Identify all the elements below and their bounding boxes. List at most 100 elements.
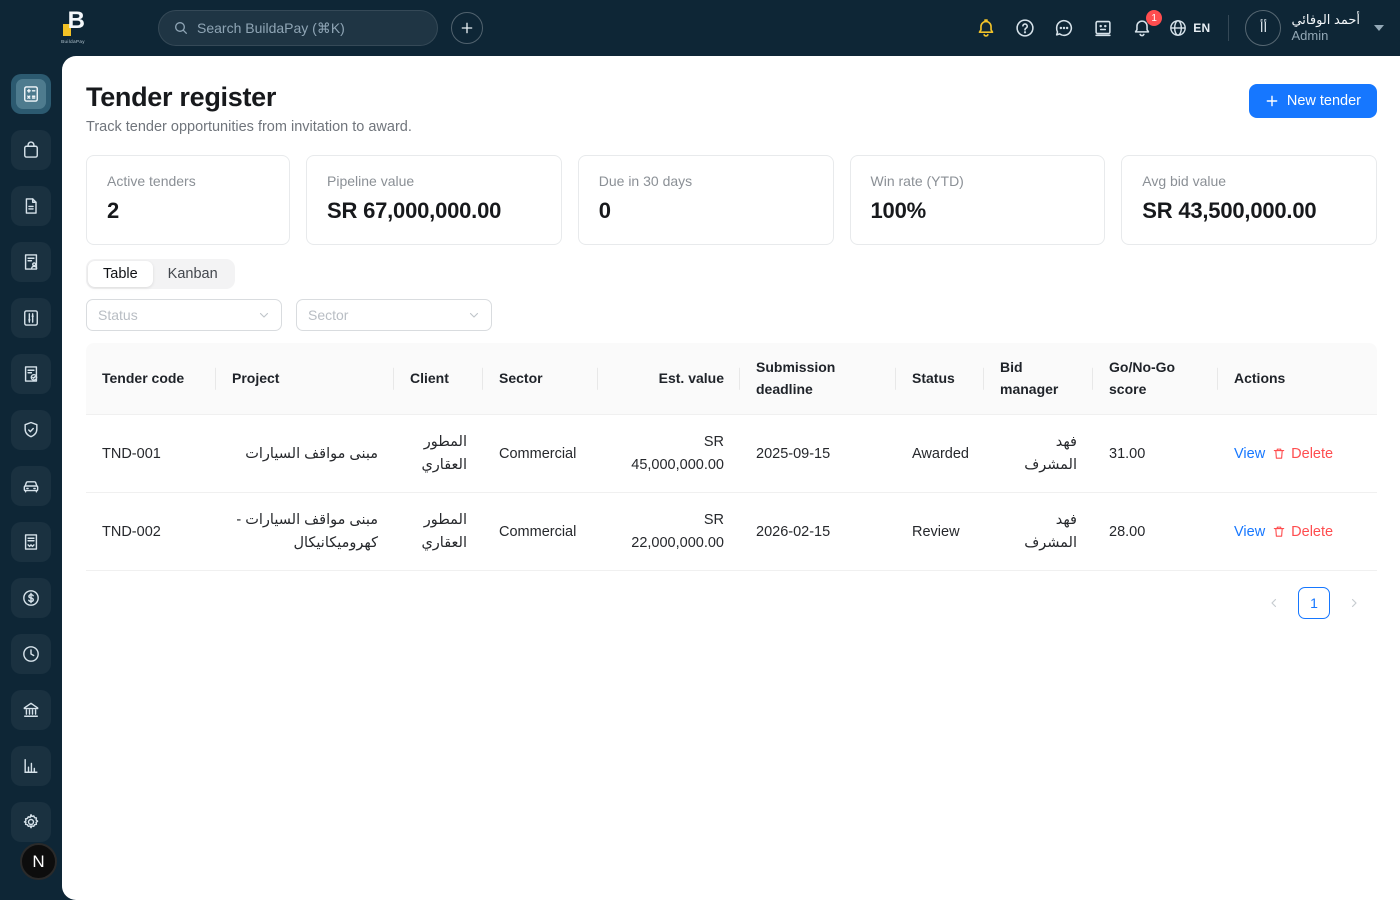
cell-client: المطور العقاري	[394, 493, 483, 571]
stat-card-active-tenders: Active tenders 2	[86, 155, 290, 245]
help-icon[interactable]	[1012, 15, 1038, 41]
new-tender-button[interactable]: New tender	[1249, 84, 1377, 118]
chevron-down-icon	[468, 309, 480, 321]
chevron-down-icon	[258, 309, 270, 321]
cell-est-value: SR 22,000,000.00	[598, 493, 740, 571]
cell-status: Review	[896, 493, 984, 571]
sidebar-item-invoices[interactable]	[11, 522, 51, 562]
sidebar-item-payments[interactable]	[11, 578, 51, 618]
stat-card-due-30-days: Due in 30 days 0	[578, 155, 834, 245]
cell-actions: View Delete	[1218, 415, 1377, 493]
col-est-value: Est. value	[598, 343, 740, 415]
pagination-prev-icon[interactable]	[1259, 588, 1289, 618]
col-go-no-go: Go/No-Go score	[1093, 343, 1218, 415]
document-icon	[21, 196, 41, 216]
table-row: TND-001 مبنى مواقف السيارات المطور العقا…	[86, 415, 1377, 493]
sidebar-item-documents[interactable]	[11, 186, 51, 226]
search-icon	[173, 20, 189, 36]
calculator-icon	[21, 84, 41, 104]
chevron-down-icon	[1374, 25, 1384, 31]
view-link[interactable]: View	[1234, 443, 1265, 465]
sidebar-item-controls[interactable]	[11, 298, 51, 338]
view-switcher: Table Kanban	[86, 259, 235, 289]
pagination: 1	[86, 587, 1377, 619]
main-content: Tender register Track tender opportuniti…	[62, 56, 1400, 900]
user-role: Admin	[1291, 28, 1360, 44]
cell-project: مبنى مواقف السيارات - كهروميكانيكال	[216, 493, 394, 571]
cell-bid-manager: فهد المشرف	[984, 493, 1093, 571]
col-sector: Sector	[483, 343, 598, 415]
bag-icon	[21, 140, 41, 160]
sidebar-item-calculator[interactable]	[11, 74, 51, 114]
clock-icon	[21, 644, 41, 664]
avatar: أأ	[1245, 10, 1281, 46]
shield-check-icon	[21, 420, 41, 440]
stat-card-win-rate: Win rate (YTD) 100%	[850, 155, 1106, 245]
sidebar: N	[0, 56, 62, 900]
user-menu[interactable]: أأ أحمد الوفائي Admin	[1245, 10, 1384, 46]
cell-deadline: 2025-09-15	[740, 415, 896, 493]
delete-action[interactable]: Delete	[1272, 443, 1333, 465]
invoice-icon	[21, 532, 41, 552]
logo-caption: BuildaPay	[61, 39, 85, 44]
view-link[interactable]: View	[1234, 521, 1265, 543]
sliders-icon	[21, 308, 41, 328]
col-submission-deadline: Submission deadline	[740, 343, 896, 415]
nextjs-dev-badge[interactable]: N	[20, 843, 57, 880]
cell-bid-manager: فهد المشرف	[984, 415, 1093, 493]
cell-deadline: 2026-02-15	[740, 493, 896, 571]
document-check-icon	[21, 364, 41, 384]
stat-card-pipeline-value: Pipeline value SR 67,000,000.00	[306, 155, 562, 245]
cell-sector: Commercial	[483, 493, 598, 571]
cell-client: المطور العقاري	[394, 415, 483, 493]
notification-bell-icon[interactable]: 1	[1129, 15, 1155, 41]
col-project: Project	[216, 343, 394, 415]
sidebar-item-settings[interactable]	[11, 802, 51, 842]
tab-kanban[interactable]: Kanban	[153, 261, 233, 287]
search-input[interactable]	[197, 20, 423, 36]
cell-score: 31.00	[1093, 415, 1218, 493]
language-switcher[interactable]: EN	[1168, 18, 1210, 38]
brand-logo[interactable]: B BuildaPay	[58, 8, 88, 48]
kiosk-icon[interactable]	[1090, 15, 1116, 41]
col-bid-manager: Bid manager	[984, 343, 1093, 415]
sidebar-item-compliance[interactable]	[11, 410, 51, 450]
announcement-bell-icon[interactable]	[973, 15, 999, 41]
dollar-circle-icon	[21, 588, 41, 608]
cell-sector: Commercial	[483, 415, 598, 493]
page-title: Tender register	[86, 82, 412, 113]
col-status: Status	[896, 343, 984, 415]
language-label: EN	[1193, 21, 1210, 35]
col-actions: Actions	[1218, 343, 1377, 415]
page-subtitle: Track tender opportunities from invitati…	[86, 119, 412, 135]
sidebar-item-banking[interactable]	[11, 690, 51, 730]
trash-icon	[1272, 446, 1286, 461]
table-header-row: Tender code Project Client Sector Est. v…	[86, 343, 1377, 415]
chat-icon[interactable]	[1051, 15, 1077, 41]
tab-table[interactable]: Table	[88, 261, 153, 287]
sidebar-item-reports[interactable]	[11, 746, 51, 786]
pagination-next-icon[interactable]	[1339, 588, 1369, 618]
pagination-page-1[interactable]: 1	[1298, 587, 1330, 619]
global-search[interactable]	[158, 10, 438, 46]
sidebar-item-contracts[interactable]	[11, 242, 51, 282]
plus-icon	[1265, 94, 1279, 108]
quick-add-button[interactable]	[451, 12, 483, 44]
cell-status: Awarded	[896, 415, 984, 493]
sidebar-item-procurement[interactable]	[11, 130, 51, 170]
sidebar-item-approvals[interactable]	[11, 354, 51, 394]
contract-person-icon	[21, 252, 41, 272]
col-client: Client	[394, 343, 483, 415]
sidebar-item-fleet[interactable]	[11, 466, 51, 506]
table-row: TND-002 مبنى مواقف السيارات - كهروميكاني…	[86, 493, 1377, 571]
cell-tender-code: TND-001	[86, 415, 216, 493]
bar-chart-icon	[21, 756, 41, 776]
sector-filter-select[interactable]: Sector	[296, 299, 492, 331]
status-filter-select[interactable]: Status	[86, 299, 282, 331]
car-icon	[21, 476, 41, 496]
notification-badge: 1	[1146, 10, 1162, 26]
sidebar-item-timesheets[interactable]	[11, 634, 51, 674]
user-name: أحمد الوفائي	[1291, 12, 1360, 28]
delete-action[interactable]: Delete	[1272, 521, 1333, 543]
col-tender-code: Tender code	[86, 343, 216, 415]
